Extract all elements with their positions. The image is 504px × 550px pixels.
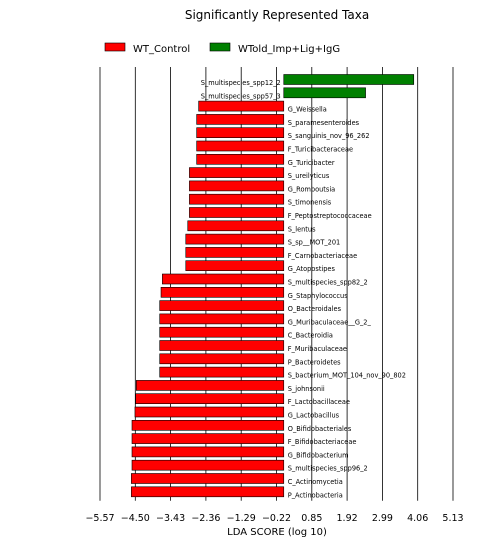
bar-label: S_multispecies_spp12_2 xyxy=(201,79,281,87)
bar xyxy=(159,340,285,351)
legend-swatch-wt-control xyxy=(104,42,126,52)
legend-label-wtold-imp-lig-igg: WTold_Imp+Lig+IgG xyxy=(238,44,340,55)
bar-label: S_multispecies_spp82_2 xyxy=(288,279,368,287)
bar xyxy=(162,273,285,285)
bar xyxy=(283,74,415,85)
bar-label: S_multispecies_spp57_3 xyxy=(201,92,281,100)
bar-label: G_Turicibacter xyxy=(288,159,335,167)
bar-label: F_Peptostreptococcaceae xyxy=(288,212,372,220)
bar xyxy=(131,486,285,498)
bar xyxy=(189,180,285,192)
bar xyxy=(159,353,285,365)
bar xyxy=(189,207,285,218)
bar xyxy=(131,446,285,458)
bar-label: S_paramesenteroides xyxy=(288,119,360,127)
x-tick-label: 0.85 xyxy=(301,513,322,524)
bar-label: S_lentus xyxy=(288,225,316,233)
bar xyxy=(198,100,285,112)
bar xyxy=(159,366,285,378)
bar xyxy=(131,419,285,431)
bar-label: C_Bacteroidia xyxy=(288,332,333,340)
bar-label: F_Lactobacillaceae xyxy=(288,398,350,406)
bar xyxy=(196,154,285,165)
bar-label: G_Bifidobacterium xyxy=(288,451,349,459)
bar xyxy=(185,247,285,258)
bar-label: P_Bacteroidetes xyxy=(288,358,341,366)
x-axis-label: LDA SCORE (log 10) xyxy=(227,527,327,538)
bar xyxy=(189,193,285,205)
bar-label: F_Carnobacteriaceae xyxy=(288,252,357,260)
bar-label: F_Muribaculaceae xyxy=(288,345,347,353)
bar xyxy=(189,167,285,178)
bar-label: G_Muribaculaceae__G_2_ xyxy=(288,318,372,326)
bars xyxy=(131,74,415,498)
chart-title: Significantly Represented Taxa xyxy=(185,8,369,22)
bar-labels: S_multispecies_spp12_2 S_multispecies_spp… xyxy=(201,79,406,499)
x-tick-label: −0.22 xyxy=(262,513,291,524)
bar xyxy=(185,260,285,272)
x-tick-label: 1.92 xyxy=(337,513,358,524)
x-tick-label: −2.36 xyxy=(191,513,220,524)
bar xyxy=(283,87,366,99)
bar xyxy=(160,286,285,298)
bar xyxy=(196,140,285,152)
bar xyxy=(196,114,285,125)
bar-label: F_Turicibacteraceae xyxy=(288,146,353,154)
bar xyxy=(196,127,285,138)
bar-label: O_Bacteroidales xyxy=(288,305,342,313)
x-tick-label: −5.57 xyxy=(85,513,114,524)
legend: WT_Control WTold_Imp+Lig+IgG xyxy=(104,42,340,55)
x-tick-label: 4.06 xyxy=(407,513,428,524)
bar-label: S_ureilyticus xyxy=(288,172,330,180)
bar xyxy=(131,433,285,444)
bar-label: S_bacterium_MOT_104_nov_90_802 xyxy=(288,372,406,380)
bar xyxy=(159,313,285,325)
x-tick-label: 5.13 xyxy=(442,513,463,524)
bar-label: F_Bifidobacteriaceae xyxy=(288,438,357,446)
bar-label: S_sanguinis_nov_96_262 xyxy=(288,132,370,140)
bar xyxy=(159,326,285,338)
bar-label: G_Weissella xyxy=(288,106,327,114)
bar-label: S_multispecies_spp96_2 xyxy=(288,465,368,473)
x-tick-label: 2.99 xyxy=(372,513,393,524)
x-tick-label: −1.29 xyxy=(227,513,256,524)
bar-label: S_timonensis xyxy=(288,199,332,207)
bar-label: C_Actinomycetia xyxy=(288,478,343,486)
x-axis-ticks: −5.57 −4.50 −3.43 −2.36 −1.29 −0.22 0.85 1.92 2.… xyxy=(85,513,463,524)
x-tick-label: −4.50 xyxy=(121,513,150,524)
bar-label: G_Atopostipes xyxy=(288,265,336,273)
bar-label: G_Staphylococcus xyxy=(288,292,348,300)
bar xyxy=(135,380,285,391)
legend-swatch-wtold-imp-lig-igg xyxy=(209,42,231,52)
bar-label: G_Romboutsia xyxy=(288,185,335,193)
bar-label: S_johnsonii xyxy=(288,385,325,393)
bar xyxy=(187,220,285,232)
bar-label: G_Lactobacillus xyxy=(288,412,340,420)
bar-label: P_Actinobacteria xyxy=(288,491,343,499)
x-tick-label: −3.43 xyxy=(156,513,185,524)
bar xyxy=(131,459,285,471)
bar-label: S_sp__MOT_201 xyxy=(288,239,341,247)
bar xyxy=(159,300,285,311)
bar xyxy=(131,473,285,484)
bar-label: O_Bifidobacteriales xyxy=(288,425,352,433)
bar xyxy=(135,393,285,405)
bar xyxy=(185,233,285,245)
bar xyxy=(134,406,285,418)
legend-label-wt-control: WT_Control xyxy=(133,44,190,55)
